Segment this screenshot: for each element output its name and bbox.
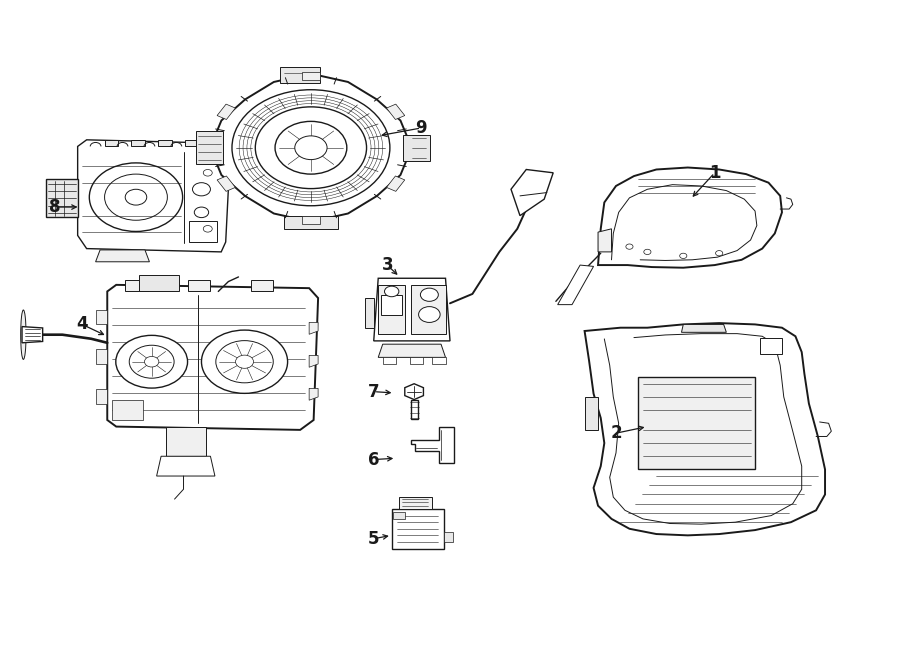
Circle shape [275, 121, 346, 174]
Polygon shape [217, 176, 236, 191]
Polygon shape [598, 167, 782, 267]
Polygon shape [405, 384, 423, 400]
Circle shape [104, 174, 167, 220]
Polygon shape [251, 279, 274, 291]
Circle shape [680, 253, 687, 258]
Polygon shape [511, 169, 554, 216]
Polygon shape [410, 426, 454, 463]
Polygon shape [309, 322, 318, 334]
Polygon shape [139, 275, 179, 291]
Text: 1: 1 [709, 164, 720, 182]
Polygon shape [364, 298, 373, 328]
Polygon shape [760, 338, 782, 354]
Text: 2: 2 [610, 424, 622, 442]
Polygon shape [393, 512, 405, 519]
Polygon shape [309, 389, 318, 401]
Polygon shape [585, 397, 598, 430]
Polygon shape [302, 216, 320, 224]
Polygon shape [432, 357, 446, 364]
Polygon shape [131, 140, 145, 146]
Polygon shape [96, 389, 107, 404]
Circle shape [295, 136, 327, 160]
Circle shape [236, 355, 254, 368]
Text: 5: 5 [368, 530, 380, 547]
Polygon shape [386, 176, 405, 191]
Circle shape [116, 336, 187, 388]
Polygon shape [284, 216, 338, 229]
Ellipse shape [21, 310, 26, 359]
Text: 7: 7 [368, 383, 380, 401]
Polygon shape [166, 426, 206, 456]
Circle shape [256, 107, 366, 189]
Polygon shape [96, 310, 107, 324]
Polygon shape [188, 279, 211, 291]
Circle shape [203, 226, 212, 232]
Circle shape [626, 244, 633, 250]
Polygon shape [22, 326, 42, 343]
Polygon shape [598, 229, 611, 252]
Polygon shape [104, 140, 118, 146]
Circle shape [644, 250, 651, 254]
Circle shape [89, 163, 183, 232]
Text: 8: 8 [50, 198, 61, 216]
Circle shape [203, 169, 212, 176]
Circle shape [232, 90, 390, 206]
Circle shape [145, 356, 159, 367]
Circle shape [418, 307, 440, 322]
Polygon shape [112, 401, 143, 420]
Polygon shape [411, 285, 446, 334]
Circle shape [130, 346, 174, 378]
Polygon shape [107, 285, 318, 430]
Text: 4: 4 [76, 315, 88, 334]
Circle shape [125, 189, 147, 205]
Polygon shape [382, 357, 396, 364]
Polygon shape [185, 140, 199, 146]
Text: 3: 3 [382, 256, 393, 274]
Polygon shape [410, 400, 418, 419]
Polygon shape [189, 221, 217, 242]
Circle shape [194, 207, 209, 218]
Polygon shape [681, 324, 726, 332]
Polygon shape [211, 73, 411, 222]
Polygon shape [196, 131, 223, 164]
Polygon shape [378, 285, 405, 334]
Polygon shape [374, 278, 450, 341]
Polygon shape [399, 497, 432, 509]
Polygon shape [217, 104, 236, 120]
Circle shape [420, 288, 438, 301]
Circle shape [202, 330, 288, 393]
Circle shape [193, 183, 211, 196]
Circle shape [384, 286, 399, 297]
Polygon shape [96, 350, 107, 364]
Polygon shape [392, 509, 444, 549]
Text: 6: 6 [368, 451, 380, 469]
Polygon shape [302, 72, 320, 80]
Circle shape [716, 251, 723, 256]
Polygon shape [46, 179, 77, 217]
Polygon shape [157, 456, 215, 476]
Polygon shape [95, 250, 149, 261]
Polygon shape [386, 104, 405, 120]
Polygon shape [638, 377, 755, 469]
Polygon shape [125, 279, 148, 291]
Circle shape [216, 341, 274, 383]
Polygon shape [444, 532, 453, 542]
Polygon shape [558, 265, 594, 305]
Polygon shape [410, 357, 423, 364]
Polygon shape [403, 134, 430, 161]
Polygon shape [585, 323, 825, 536]
Polygon shape [77, 140, 230, 252]
Polygon shape [158, 140, 172, 146]
Polygon shape [280, 67, 319, 83]
Polygon shape [309, 355, 318, 367]
Polygon shape [378, 344, 446, 357]
Polygon shape [381, 295, 402, 314]
Text: 9: 9 [416, 119, 428, 137]
